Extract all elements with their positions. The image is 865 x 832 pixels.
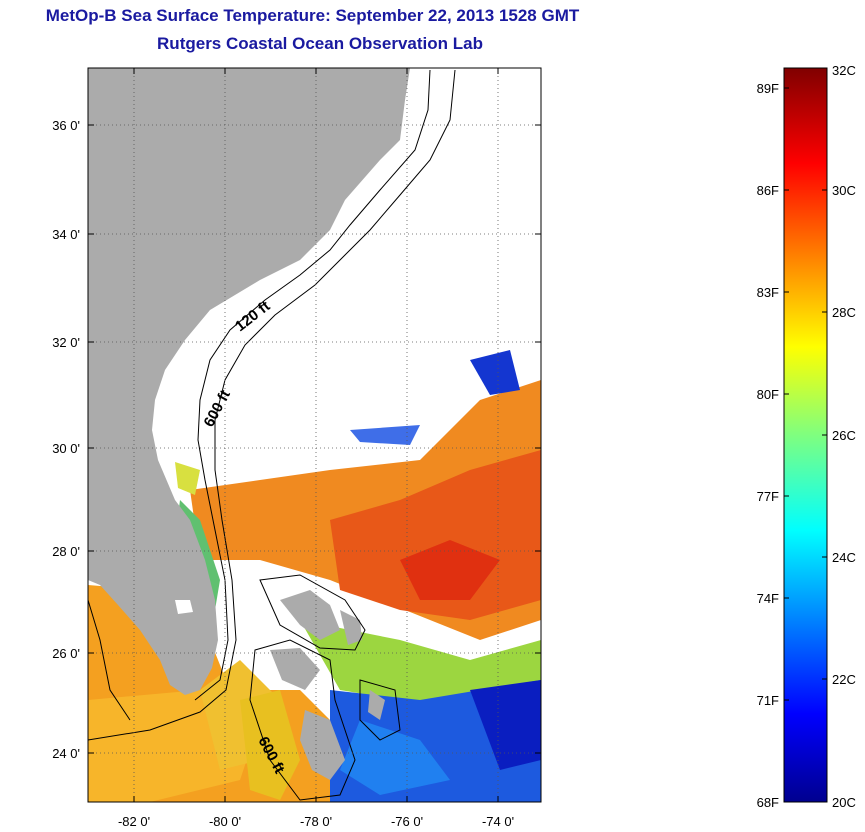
map-title: MetOp-B Sea Surface Temperature: Septemb…: [45, 6, 580, 25]
colorbar-c-label: 32C: [832, 63, 856, 78]
sst-field: [88, 350, 541, 802]
colorbar-f-label: 77F: [757, 489, 779, 504]
colorbar-ticks: [784, 87, 827, 701]
axis-ticks: [88, 68, 541, 802]
lat-tick-label: 30 0': [52, 441, 80, 456]
map-subtitle: Rutgers Coastal Ocean Observation Lab: [157, 34, 483, 53]
temperature-colorbar: [783, 67, 828, 803]
colorbar-c-label: 30C: [832, 183, 856, 198]
colorbar-c-label: 26C: [832, 428, 856, 443]
colorbar-f-label: 86F: [757, 183, 779, 198]
lat-tick-label: 34 0': [52, 227, 80, 242]
lon-tick-label: -76 0': [391, 814, 423, 829]
lon-tick-label: -82 0': [118, 814, 150, 829]
lat-tick-label: 36 0': [52, 118, 80, 133]
colorbar-c-label: 24C: [832, 550, 856, 565]
colorbar-c-label: 22C: [832, 672, 856, 687]
colorbar-f-label: 74F: [757, 591, 779, 606]
colorbar-f-label: 68F: [757, 795, 779, 810]
colorbar-f-label: 89F: [757, 81, 779, 96]
colorbar-f-label: 83F: [757, 285, 779, 300]
lat-tick-label: 24 0': [52, 746, 80, 761]
lon-tick-label: -80 0': [209, 814, 241, 829]
land: [88, 68, 410, 780]
lat-tick-label: 28 0': [52, 544, 80, 559]
colorbar-c-label: 28C: [832, 305, 856, 320]
lat-tick-label: 26 0': [52, 646, 80, 661]
lon-tick-label: -78 0': [300, 814, 332, 829]
lon-tick-label: -74 0': [482, 814, 514, 829]
map-frame: [87, 67, 542, 803]
colorbar-f-label: 80F: [757, 387, 779, 402]
colorbar-c-label: 20C: [832, 795, 856, 810]
lat-tick-label: 32 0': [52, 335, 80, 350]
colorbar-f-label: 71F: [757, 693, 779, 708]
